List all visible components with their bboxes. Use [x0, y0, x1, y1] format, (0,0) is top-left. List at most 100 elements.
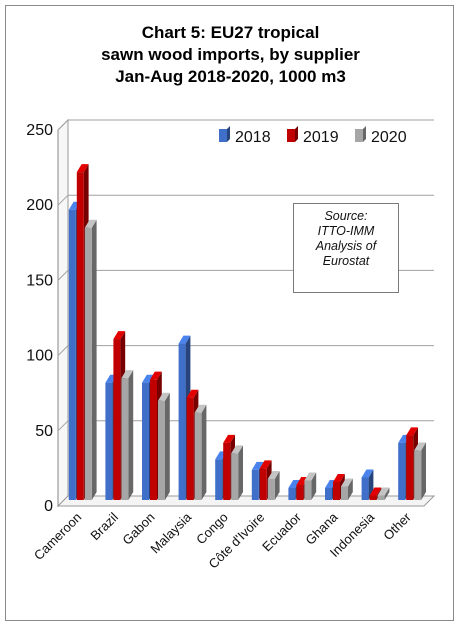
bar-front: [333, 481, 340, 500]
grid-line-side: [57, 345, 69, 356]
bar-front: [341, 486, 348, 500]
y-tick-label: 250: [26, 122, 53, 139]
bar-side: [348, 478, 353, 500]
legend-swatch: [219, 129, 227, 142]
bar-top: [76, 164, 89, 173]
bar-side: [384, 487, 390, 500]
bar-side: [165, 392, 170, 500]
legend-swatch-side: [295, 126, 298, 142]
bar-top: [288, 479, 301, 488]
bar-top: [186, 389, 199, 398]
bar: [267, 470, 280, 500]
bar-front: [414, 450, 422, 500]
bar: [304, 472, 317, 500]
legend: 2018 2019 2020: [219, 126, 407, 146]
bar: [377, 487, 390, 500]
source-note-line-1: Source:: [324, 209, 368, 223]
y-tick-label: 100: [26, 348, 53, 365]
bar-top: [150, 371, 162, 380]
bar-front: [361, 477, 369, 500]
bar-top: [142, 374, 154, 383]
legend-label: 2018: [235, 129, 271, 146]
bar-front: [215, 459, 223, 500]
grid-line-side: [57, 270, 69, 281]
legend-swatch: [287, 129, 295, 142]
bar: [121, 370, 134, 500]
bar-top: [178, 335, 191, 344]
legend-swatch: [355, 129, 363, 142]
legend-item: 2019: [287, 126, 339, 146]
bar-top: [414, 442, 426, 451]
bar: [231, 445, 243, 500]
x-tick-label: Malaysia: [147, 509, 194, 556]
bar-top: [223, 434, 235, 443]
bar-top: [84, 219, 97, 228]
bar-front: [178, 343, 186, 500]
legend-label: 2020: [371, 129, 407, 146]
bar-front: [150, 379, 157, 500]
bar-top: [121, 370, 134, 379]
side-wall: [57, 118, 69, 508]
bar-top: [377, 487, 390, 496]
bar-top: [333, 473, 345, 482]
y-tick-label: 150: [26, 272, 53, 289]
bar-side: [421, 442, 426, 500]
bar-front: [304, 480, 312, 500]
bar-top: [304, 472, 317, 481]
bar-top: [369, 487, 382, 496]
bar-front: [231, 453, 239, 500]
bar-side: [201, 404, 207, 500]
bar-front: [296, 484, 304, 500]
bar-top: [194, 404, 207, 413]
grid-line-side: [57, 194, 69, 206]
bar-top: [406, 427, 418, 436]
y-axis-ticks: 0 50 100 150 200 250: [26, 122, 53, 515]
bar: [194, 404, 207, 500]
bar-side: [238, 445, 243, 500]
bar-front: [68, 209, 76, 500]
bar: [84, 219, 97, 500]
bar-top: [158, 392, 170, 401]
bar-top: [361, 469, 374, 478]
legend-label: 2019: [303, 129, 339, 146]
y-tick-label: 0: [44, 498, 53, 515]
bar-front: [121, 378, 129, 500]
bar-top: [251, 461, 264, 470]
source-note-line-4: Eurostat: [322, 254, 370, 268]
bar-front: [259, 468, 267, 500]
source-note-line-3: Analysis of: [315, 239, 377, 253]
bar-top: [113, 331, 126, 340]
bar-top: [259, 460, 272, 469]
bar-front: [223, 442, 231, 500]
bar-front: [406, 435, 414, 500]
legend-swatch-side: [363, 126, 366, 142]
bar-front: [113, 339, 121, 500]
x-tick-label: Other: [380, 509, 414, 543]
bar: [341, 478, 353, 500]
chart-title: Chart 5: EU27 tropical sawn wood imports…: [0, 22, 461, 88]
bar-front: [76, 172, 84, 501]
grid-line-side: [57, 420, 69, 432]
bar-top: [267, 470, 280, 479]
legend-item: 2020: [355, 126, 407, 146]
bar-front: [251, 469, 259, 500]
chart-title-line-2: sawn wood imports, by supplier: [101, 45, 360, 64]
legend-item: 2018: [219, 126, 271, 146]
bar-front: [267, 478, 275, 500]
chart-title-line-1: Chart 5: EU27 tropical: [141, 23, 320, 42]
chart-title-line-3: Jan-Aug 2018-2020, 1000 m3: [115, 67, 346, 86]
source-note-line-2: ITTO-IMM: [317, 224, 375, 238]
bar-side: [91, 219, 97, 500]
bar-front: [288, 487, 296, 500]
bar-front: [398, 442, 406, 500]
bar-top: [231, 445, 243, 454]
bar: [414, 442, 426, 500]
bar-front: [158, 400, 165, 500]
source-note: Source: ITTO-IMM Analysis of Eurostat: [293, 203, 399, 293]
y-tick-label: 200: [26, 197, 53, 214]
bar-side: [128, 370, 134, 500]
bar-front: [377, 495, 385, 500]
bar-front: [105, 382, 113, 500]
